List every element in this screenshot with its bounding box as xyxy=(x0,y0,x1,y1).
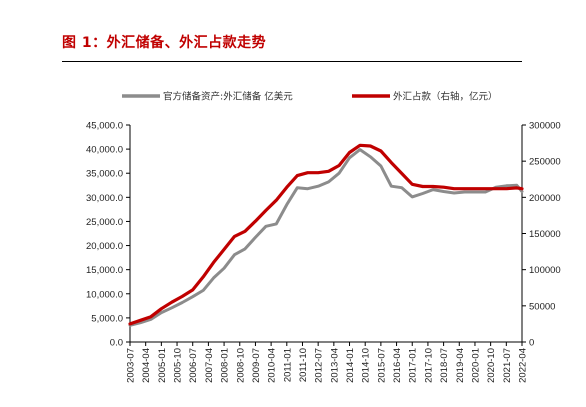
x-tick-label: 2021-07 xyxy=(502,348,513,383)
x-tick-label: 2013-04 xyxy=(329,348,340,383)
y2-tick-label: 150000 xyxy=(529,229,561,240)
y2-tick-label: 200000 xyxy=(529,193,561,204)
x-tick-label: 2016-04 xyxy=(392,348,403,383)
x-tick-label: 2018-07 xyxy=(439,348,450,383)
x-tick-label: 2012-07 xyxy=(314,348,325,383)
series-line-fx-funds xyxy=(128,143,524,326)
legend-label-fx-reserves: 官方储备资产:外汇储备 亿美元 xyxy=(163,91,293,103)
legend-label-fx-funds: 外汇占款（右轴，亿元） xyxy=(393,91,498,103)
x-tick-label: 2015-07 xyxy=(376,348,387,383)
y2-tick-label: 250000 xyxy=(529,157,561,168)
x-tick-label: 2022-04 xyxy=(518,348,529,383)
title-rule xyxy=(62,61,522,62)
x-tick-label: 2005-10 xyxy=(173,348,184,383)
y2-tick-label: 50000 xyxy=(529,301,555,312)
y-tick-label: 25,000.0 xyxy=(86,217,123,228)
chart-series xyxy=(128,143,524,327)
y-tick-label: 10,000.0 xyxy=(86,289,123,300)
y2-tick-label: 0 xyxy=(529,338,534,349)
y-tick-label: 0.0 xyxy=(110,338,123,349)
chart-axes: 0.0 5,000.0 10,000.0 15,000.0 20,000.0 25,000… xyxy=(86,121,561,383)
x-tick-label: 2011-01 xyxy=(282,348,293,382)
y-tick-label: 5,000.0 xyxy=(91,313,123,324)
x-tick-label: 2020-01 xyxy=(470,348,481,383)
x-tick-label: 2003-07 xyxy=(126,348,137,383)
x-tick-label: 2017-01 xyxy=(408,348,419,383)
x-tick-label: 2009-07 xyxy=(251,348,262,383)
x-tick-label: 2007-04 xyxy=(204,348,215,383)
y2-tick-label: 100000 xyxy=(529,265,561,276)
x-tick-label: 2008-01 xyxy=(220,348,231,383)
legend: 官方储备资产:外汇储备 亿美元 外汇占款（右轴，亿元） xyxy=(122,91,498,103)
x-tick-label: 2014-01 xyxy=(345,348,356,383)
x-tick-label: 2010-04 xyxy=(267,348,278,383)
y-tick-label: 40,000.0 xyxy=(86,145,123,156)
figure-title: 图 1：外汇储备、外汇占款走势 xyxy=(62,35,267,51)
y-tick-label: 15,000.0 xyxy=(86,265,123,276)
y2-tick-label: 300000 xyxy=(529,121,561,132)
y-tick-label: 35,000.0 xyxy=(86,169,123,180)
x-tick-label: 2014-10 xyxy=(361,348,372,383)
y-tick-label: 30,000.0 xyxy=(86,193,123,204)
x-tick-label: 2017-10 xyxy=(423,348,434,383)
series-line-fx-reserves xyxy=(128,148,524,327)
x-tick-label: 2011-10 xyxy=(298,348,309,382)
x-tick-label: 2004-04 xyxy=(141,348,152,383)
x-tick-label: 2005-01 xyxy=(157,348,168,383)
x-tick-label: 2020-10 xyxy=(486,348,497,383)
y-tick-label: 45,000.0 xyxy=(86,121,123,132)
x-tick-label: 2006-07 xyxy=(188,348,199,383)
x-tick-label: 2019-04 xyxy=(455,348,466,383)
y-tick-label: 20,000.0 xyxy=(86,241,123,252)
x-tick-label: 2008-10 xyxy=(235,348,246,383)
